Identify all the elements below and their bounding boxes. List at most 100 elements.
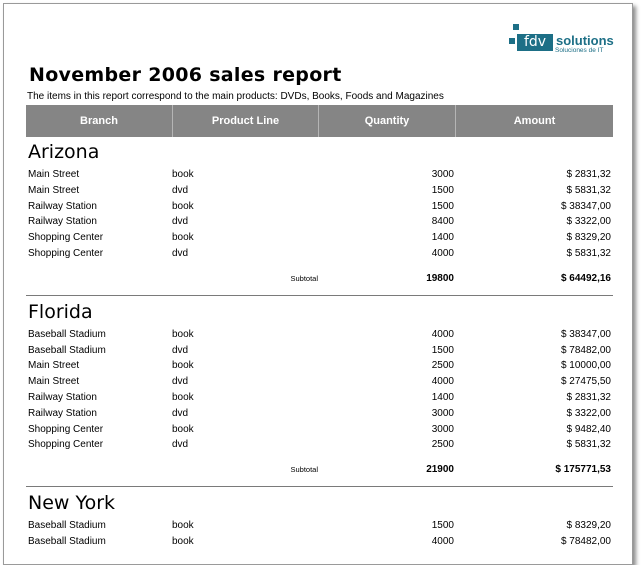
table-row: Baseball Stadium book 4000 $ 78482,00 bbox=[26, 534, 613, 550]
branch-cell: Baseball Stadium bbox=[28, 344, 106, 356]
product-line-cell: book bbox=[172, 360, 194, 372]
group-heading: Arizona bbox=[28, 141, 100, 163]
product-line-cell: dvd bbox=[172, 439, 189, 451]
subtotal-label: Subtotal bbox=[290, 273, 318, 283]
group-heading: Florida bbox=[28, 300, 93, 323]
amount-cell: $ 5831,32 bbox=[566, 439, 612, 451]
product-line-cell: dvd bbox=[172, 344, 189, 356]
table-row: Shopping Center dvd 2500 $ 5831,32 bbox=[26, 437, 613, 453]
quantity-cell: 1500 bbox=[431, 184, 454, 196]
table-row: Shopping Center book 3000 $ 9482,40 bbox=[26, 422, 613, 438]
amount-cell: $ 78482,00 bbox=[560, 535, 611, 547]
amount-cell: $ 38347,00 bbox=[560, 200, 611, 212]
table-row: Baseball Stadium dvd 1500 $ 78482,00 bbox=[26, 343, 613, 359]
product-line-cell: book bbox=[172, 520, 194, 532]
company-logo: fdv solutions Soluciones de IT bbox=[509, 24, 619, 54]
subtotal-row: Subtotal 21900 $ 175771,53 bbox=[26, 453, 613, 486]
amount-cell: $ 78482,00 bbox=[560, 344, 611, 356]
quantity-cell: 2500 bbox=[431, 439, 454, 451]
branch-cell: Shopping Center bbox=[28, 232, 104, 244]
amount-cell: $ 10000,00 bbox=[560, 360, 611, 372]
branch-cell: Railway Station bbox=[28, 216, 97, 228]
branch-cell: Railway Station bbox=[28, 407, 97, 419]
branch-cell: Shopping Center bbox=[28, 247, 104, 259]
quantity-cell: 1500 bbox=[431, 520, 454, 532]
quantity-cell: 1400 bbox=[431, 391, 454, 403]
table-row: Railway Station book 1400 $ 2831,32 bbox=[26, 390, 613, 406]
column-header-branch: Branch bbox=[26, 105, 173, 137]
product-line-cell: book bbox=[172, 169, 194, 180]
group-separator bbox=[26, 486, 613, 488]
branch-cell: Baseball Stadium bbox=[28, 328, 106, 340]
group-separator bbox=[26, 294, 613, 296]
table-row: Main Street dvd 4000 $ 27475,50 bbox=[26, 374, 613, 390]
column-header-amount: Amount bbox=[513, 115, 556, 127]
subtotal-amount: $ 175771,53 bbox=[555, 464, 611, 476]
product-line-cell: book bbox=[172, 423, 194, 435]
amount-cell: $ 3322,00 bbox=[566, 407, 612, 419]
product-line-cell: book bbox=[172, 535, 194, 547]
subtotal-amount: $ 64492,16 bbox=[560, 272, 611, 284]
branch-cell: Shopping Center bbox=[28, 423, 104, 435]
report-body: Arizona Main Street book 3000 $ 2831,32 Main … bbox=[26, 137, 613, 550]
quantity-cell: 1400 bbox=[431, 232, 454, 244]
subtotal-quantity: 19800 bbox=[426, 272, 454, 284]
table-row: Railway Station book 1500 $ 38347,00 bbox=[26, 199, 613, 215]
subtotal-quantity: 21900 bbox=[426, 464, 454, 476]
report-title: November 2006 sales report bbox=[29, 64, 342, 86]
quantity-cell: 3000 bbox=[431, 169, 454, 180]
quantity-cell: 4000 bbox=[431, 328, 454, 340]
product-line-cell: dvd bbox=[172, 184, 189, 196]
amount-cell: $ 2831,32 bbox=[566, 169, 612, 180]
logo-square-icon bbox=[509, 38, 515, 44]
logo-mark: fdv bbox=[517, 34, 553, 51]
quantity-cell: 1500 bbox=[431, 344, 454, 356]
quantity-cell: 3000 bbox=[431, 423, 454, 435]
logo-name: solutions bbox=[556, 33, 614, 48]
branch-cell: Baseball Stadium bbox=[28, 535, 106, 547]
quantity-cell: 1500 bbox=[431, 200, 454, 212]
table-row: Railway Station dvd 3000 $ 3322,00 bbox=[26, 406, 613, 422]
amount-cell: $ 27475,50 bbox=[560, 376, 611, 388]
quantity-cell: 4000 bbox=[431, 535, 454, 547]
column-header-quantity: Quantity bbox=[319, 105, 456, 137]
table-header: Branch Product Line Quantity Amount bbox=[26, 105, 613, 137]
product-line-cell: book bbox=[172, 232, 194, 244]
branch-cell: Main Street bbox=[28, 376, 80, 388]
amount-cell: $ 5831,32 bbox=[566, 184, 612, 196]
branch-cell: Main Street bbox=[28, 169, 80, 180]
branch-cell: Main Street bbox=[28, 360, 80, 372]
product-line-cell: dvd bbox=[172, 247, 189, 259]
product-line-cell: book bbox=[172, 328, 194, 340]
amount-cell: $ 2831,32 bbox=[566, 391, 612, 403]
branch-cell: Railway Station bbox=[28, 200, 97, 212]
logo-tagline: Soluciones de IT bbox=[555, 47, 604, 54]
quantity-cell: 3000 bbox=[431, 407, 454, 419]
table-row: Shopping Center book 1400 $ 8329,20 bbox=[26, 230, 613, 246]
quantity-cell: 4000 bbox=[431, 247, 454, 259]
amount-cell: $ 9482,40 bbox=[566, 423, 612, 435]
table-row: Baseball Stadium book 4000 $ 38347,00 bbox=[26, 327, 613, 343]
amount-cell: $ 3322,00 bbox=[566, 216, 612, 228]
product-line-cell: book bbox=[172, 200, 194, 212]
table-row: Shopping Center dvd 4000 $ 5831,32 bbox=[26, 246, 613, 262]
report-subtitle: The items in this report correspond to t… bbox=[27, 91, 444, 102]
amount-cell: $ 8329,20 bbox=[566, 520, 612, 532]
quantity-cell: 8400 bbox=[431, 216, 454, 228]
report-page: fdv solutions Soluciones de IT November … bbox=[3, 3, 633, 565]
logo-square-icon bbox=[513, 24, 519, 30]
product-line-cell: dvd bbox=[172, 407, 189, 419]
table-row: Baseball Stadium book 1500 $ 8329,20 bbox=[26, 518, 613, 534]
product-line-cell: dvd bbox=[172, 376, 189, 388]
branch-cell: Main Street bbox=[28, 184, 80, 196]
table-row: Main Street book 3000 $ 2831,32 bbox=[26, 167, 613, 183]
group-heading: New York bbox=[28, 492, 116, 515]
product-line-cell: dvd bbox=[172, 216, 189, 228]
table-row: Main Street book 2500 $ 10000,00 bbox=[26, 358, 613, 374]
amount-cell: $ 5831,32 bbox=[566, 247, 612, 259]
column-header-product-line: Product Line bbox=[173, 105, 319, 137]
branch-cell: Baseball Stadium bbox=[28, 520, 106, 532]
quantity-cell: 2500 bbox=[431, 360, 454, 372]
branch-cell: Shopping Center bbox=[28, 439, 104, 451]
product-line-cell: book bbox=[172, 391, 194, 403]
